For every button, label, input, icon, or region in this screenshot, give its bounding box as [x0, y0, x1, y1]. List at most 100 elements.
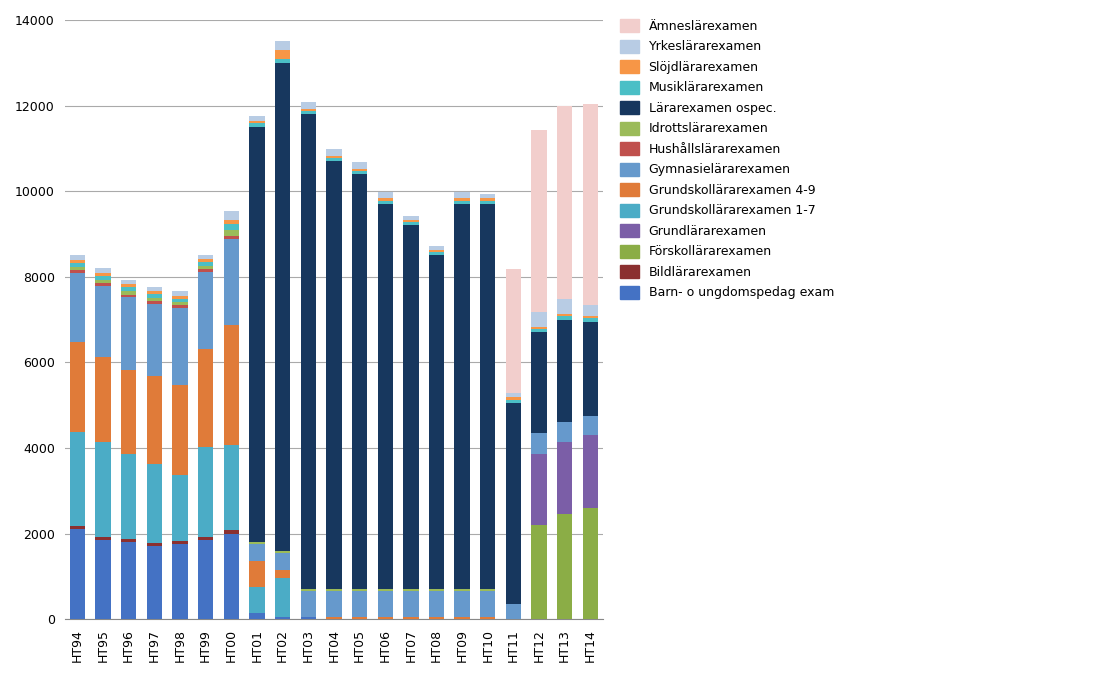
Bar — [301, 617, 316, 619]
Bar — [147, 376, 163, 464]
Bar — [404, 591, 418, 617]
Bar — [480, 617, 495, 619]
Legend: Ämneslärexamen, Yrkeslärarexamen, Slöjdlärarexamen, Musiklärarexamen, Lärarexame: Ämneslärexamen, Yrkeslärarexamen, Slöjdl… — [615, 14, 839, 305]
Bar — [121, 454, 136, 539]
Bar — [173, 305, 188, 308]
Bar — [531, 130, 546, 312]
Bar — [275, 617, 290, 619]
Bar — [352, 162, 367, 169]
Bar — [223, 445, 239, 530]
Bar — [377, 192, 393, 198]
Bar — [404, 220, 418, 222]
Bar — [505, 604, 521, 619]
Bar — [480, 198, 495, 200]
Bar — [147, 301, 163, 304]
Bar — [455, 192, 470, 198]
Bar — [505, 393, 521, 397]
Bar — [95, 283, 111, 286]
Bar — [352, 591, 367, 617]
Bar — [70, 342, 85, 432]
Bar — [301, 591, 316, 617]
Bar — [198, 269, 213, 271]
Bar — [583, 316, 598, 318]
Bar — [352, 174, 367, 589]
Bar — [377, 617, 393, 619]
Bar — [429, 617, 445, 619]
Bar — [275, 553, 290, 570]
Bar — [505, 403, 521, 604]
Bar — [95, 357, 111, 442]
Bar — [583, 508, 598, 619]
Bar — [531, 312, 546, 327]
Bar — [583, 435, 598, 508]
Bar — [223, 239, 239, 325]
Bar — [249, 116, 264, 121]
Bar — [275, 578, 290, 617]
Bar — [173, 385, 188, 475]
Bar — [249, 123, 264, 127]
Bar — [326, 589, 342, 591]
Bar — [173, 542, 188, 544]
Bar — [429, 591, 445, 617]
Bar — [147, 304, 163, 376]
Bar — [429, 252, 445, 255]
Bar — [70, 267, 85, 270]
Bar — [326, 156, 342, 158]
Bar — [173, 302, 188, 305]
Bar — [147, 294, 163, 298]
Bar — [404, 617, 418, 619]
Bar — [557, 314, 573, 316]
Bar — [455, 591, 470, 617]
Bar — [173, 296, 188, 299]
Bar — [557, 422, 573, 441]
Bar — [147, 546, 163, 619]
Bar — [531, 329, 546, 332]
Bar — [223, 236, 239, 239]
Bar — [583, 104, 598, 305]
Bar — [404, 215, 418, 220]
Bar — [95, 276, 111, 280]
Bar — [557, 299, 573, 314]
Bar — [70, 255, 85, 260]
Bar — [557, 320, 573, 422]
Bar — [95, 268, 111, 273]
Bar — [404, 589, 418, 591]
Bar — [480, 591, 495, 617]
Bar — [95, 280, 111, 283]
Bar — [249, 587, 264, 613]
Bar — [275, 63, 290, 550]
Bar — [198, 265, 213, 269]
Bar — [531, 454, 546, 525]
Bar — [249, 544, 264, 561]
Bar — [173, 291, 188, 296]
Bar — [70, 270, 85, 274]
Bar — [583, 318, 598, 322]
Bar — [429, 246, 445, 250]
Bar — [301, 114, 316, 589]
Bar — [505, 397, 521, 399]
Bar — [95, 540, 111, 619]
Bar — [249, 127, 264, 542]
Bar — [147, 287, 163, 291]
Bar — [455, 204, 470, 589]
Bar — [480, 204, 495, 589]
Bar — [505, 269, 521, 393]
Bar — [480, 194, 495, 198]
Bar — [121, 284, 136, 288]
Bar — [223, 325, 239, 445]
Bar — [198, 540, 213, 619]
Bar — [198, 262, 213, 265]
Bar — [147, 298, 163, 301]
Bar — [326, 149, 342, 156]
Bar — [147, 291, 163, 294]
Bar — [557, 316, 573, 320]
Bar — [275, 58, 290, 63]
Bar — [326, 617, 342, 619]
Bar — [249, 561, 264, 587]
Bar — [557, 515, 573, 619]
Bar — [147, 544, 163, 546]
Bar — [275, 570, 290, 578]
Bar — [455, 589, 470, 591]
Bar — [70, 263, 85, 267]
Bar — [352, 169, 367, 171]
